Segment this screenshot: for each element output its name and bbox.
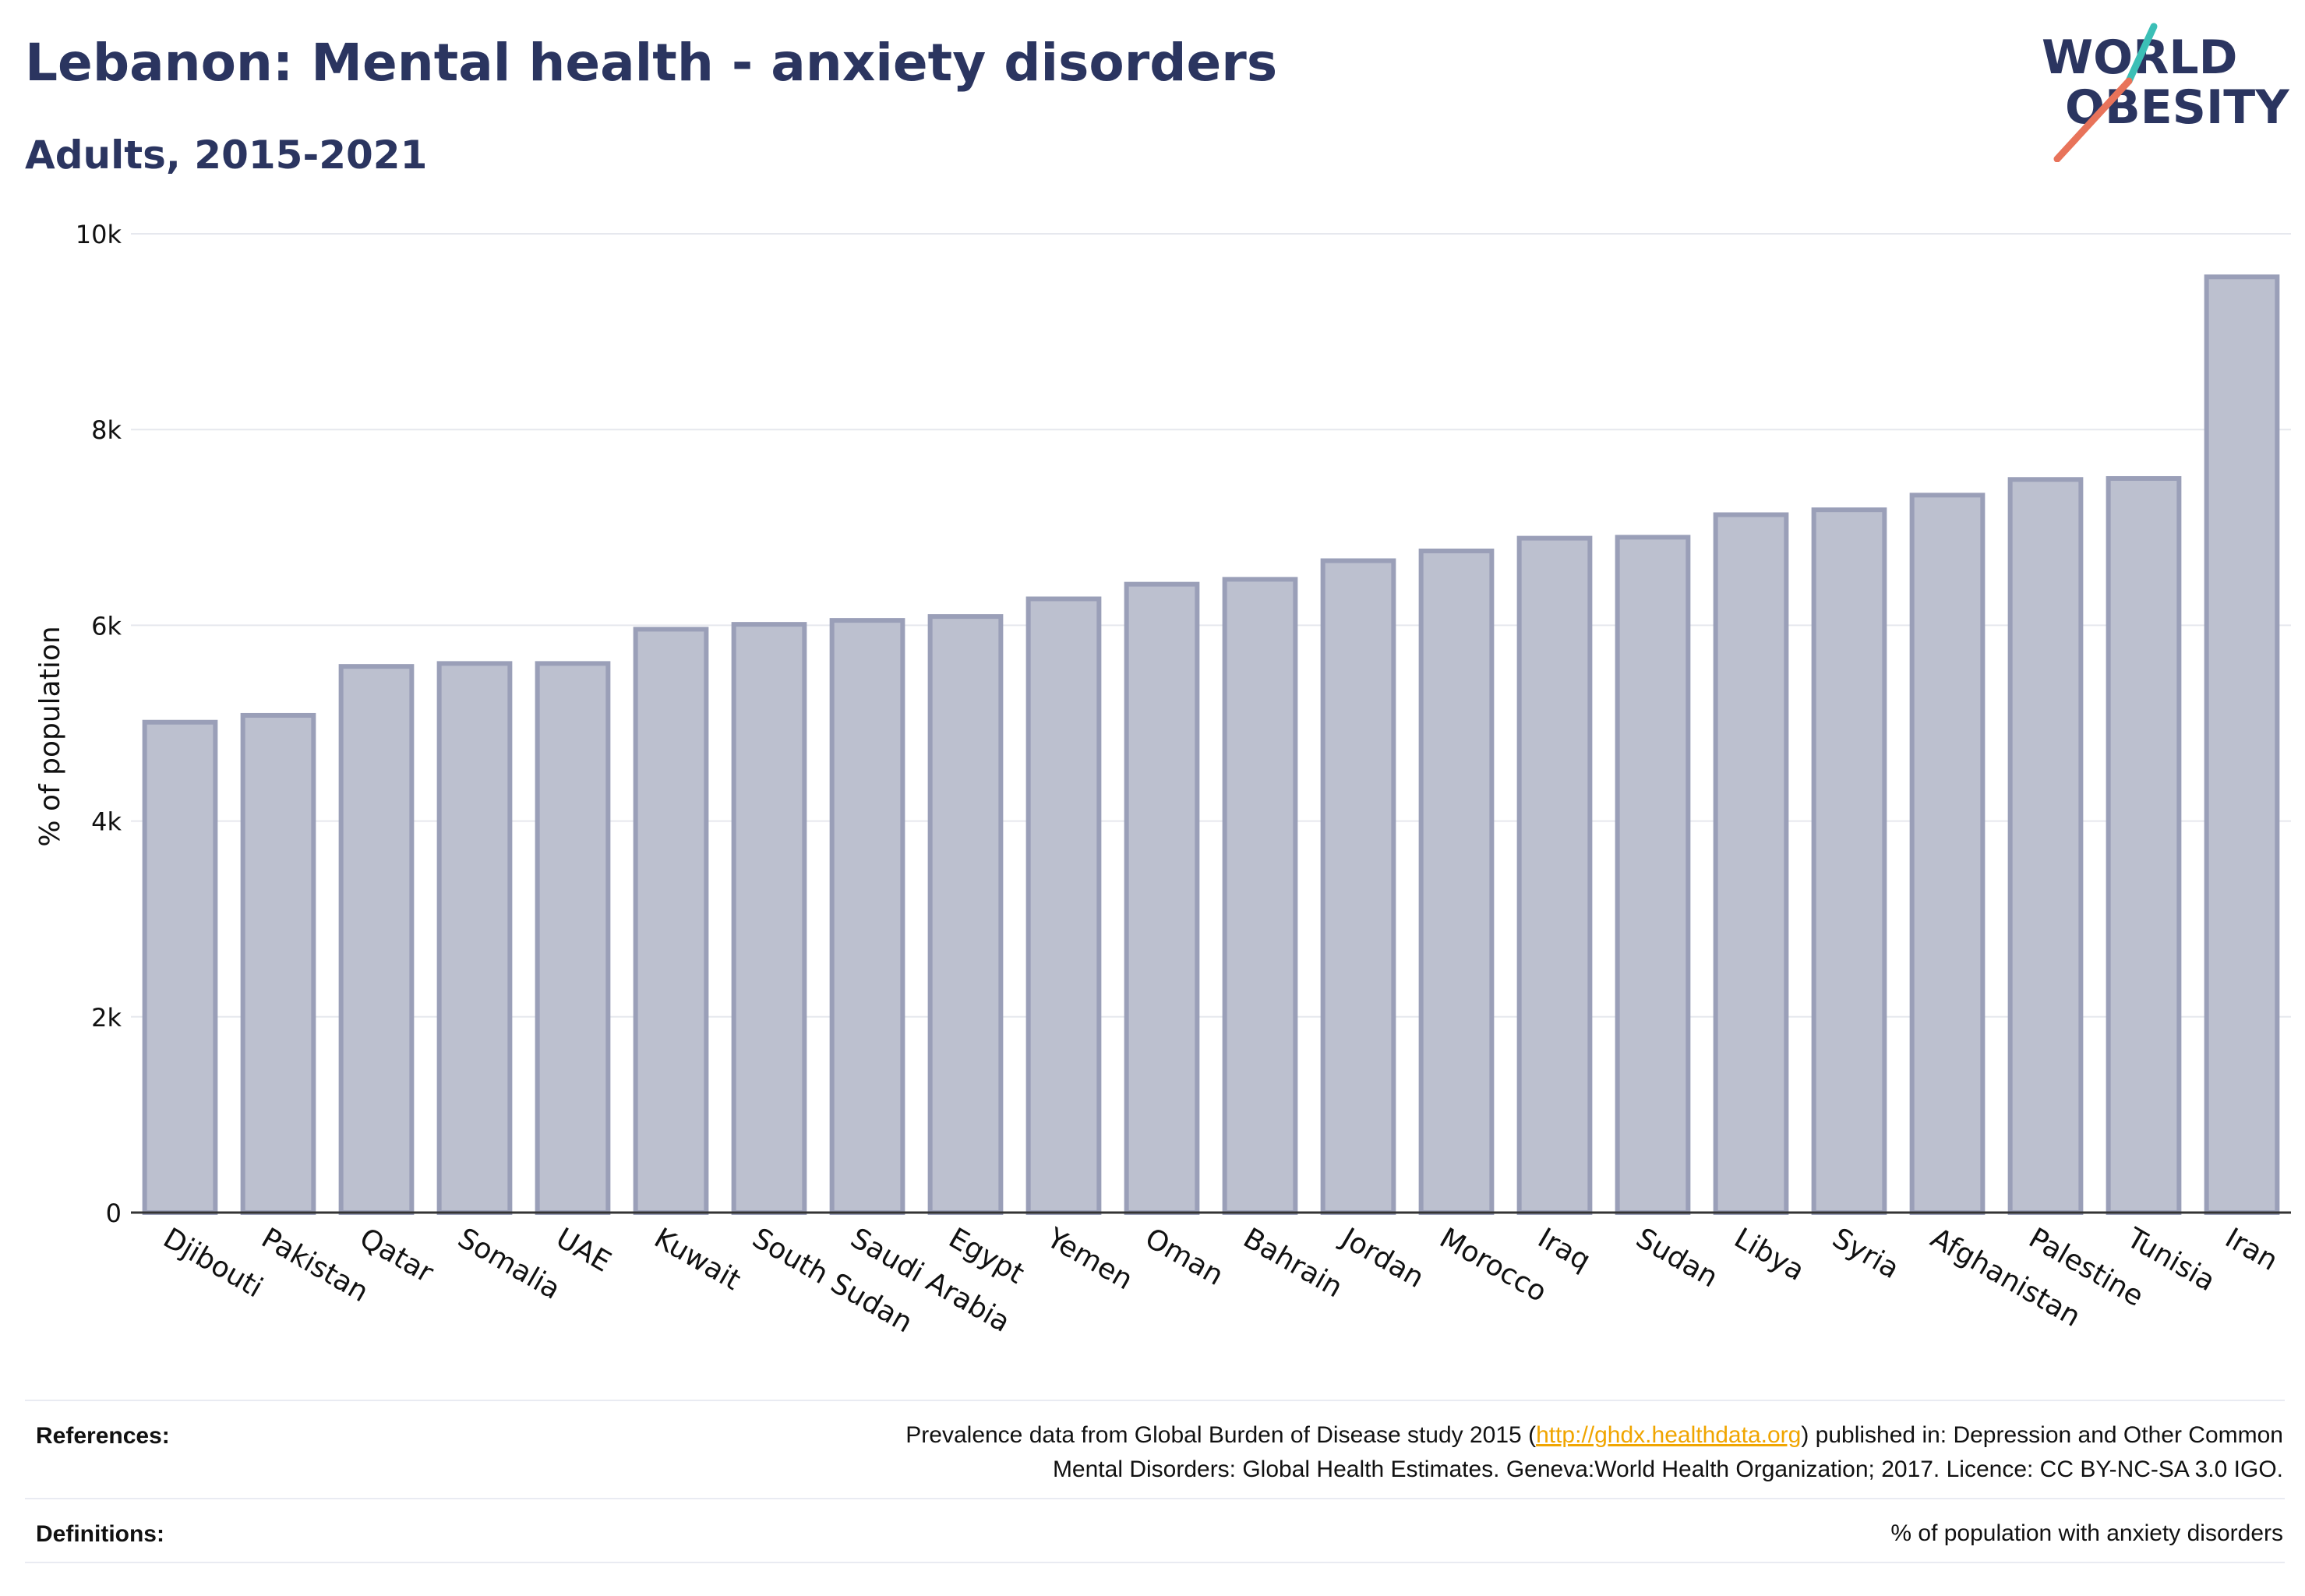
y-tick-label: 10k: [76, 220, 122, 249]
x-tick-label: Djibouti: [158, 1222, 268, 1304]
bar-south-sudan[interactable]: [731, 622, 807, 1215]
bar-djibouti[interactable]: [142, 719, 218, 1215]
x-tick-label: Syria: [1827, 1222, 1904, 1285]
footer-divider-bottom: [25, 1562, 2285, 1563]
bar-sudan[interactable]: [1615, 535, 1691, 1215]
bar-syria[interactable]: [1811, 507, 1887, 1215]
x-tick-label: Iraq: [1533, 1222, 1596, 1277]
x-tick-label: Bahrain: [1238, 1222, 1348, 1304]
world-obesity-logo: WORLD OBESITY: [2042, 23, 2290, 162]
x-tick-label: Sudan: [1631, 1222, 1724, 1294]
x-tick-label: Jordan: [1335, 1221, 1429, 1294]
references-link[interactable]: http://ghdx.healthdata.org: [1536, 1422, 1802, 1448]
bar-palestine[interactable]: [2007, 477, 2084, 1215]
logo-teal-slash-icon: [2125, 23, 2158, 85]
bar-saudi-arabia[interactable]: [829, 618, 905, 1215]
references-line1-pre: Prevalence data from Global Burden of Di…: [905, 1422, 1537, 1448]
y-tick-labels: 0 2k 4k 6k 8k 10k: [76, 220, 122, 1228]
x-tick-label: Kuwait: [649, 1222, 747, 1297]
bar-jordan[interactable]: [1320, 558, 1396, 1215]
y-tick-label: 8k: [91, 415, 122, 445]
bar-yemen[interactable]: [1025, 596, 1102, 1215]
bar-iran[interactable]: [2204, 274, 2280, 1215]
x-tick-label: Oman: [1140, 1222, 1229, 1292]
y-tick-label: 6k: [91, 611, 122, 641]
bar-afghanistan[interactable]: [1909, 493, 1986, 1215]
references-label: References:: [36, 1423, 170, 1449]
x-tick-label: Pakistan: [256, 1222, 374, 1308]
bar-qatar[interactable]: [338, 664, 415, 1215]
y-axis-label: % of population: [34, 626, 66, 846]
references-text: Prevalence data from Global Burden of Di…: [905, 1418, 2283, 1487]
x-tick-label: Yemen: [1041, 1222, 1138, 1297]
footer-divider-middle: [25, 1498, 2285, 1499]
x-tick-label: Iran: [2220, 1222, 2283, 1277]
y-tick-label: 0: [106, 1199, 122, 1228]
x-tick-label: Somalia: [453, 1222, 566, 1306]
bar-uae[interactable]: [535, 661, 611, 1215]
chart-title: Lebanon: Mental health - anxiety disorde…: [25, 33, 1278, 93]
x-tick-label: Libya: [1729, 1222, 1810, 1287]
bar-pakistan[interactable]: [240, 712, 316, 1215]
y-tick-label: 4k: [91, 807, 122, 837]
bar-egypt[interactable]: [927, 614, 1004, 1215]
footer-divider-top: [25, 1400, 2285, 1401]
bars: [142, 274, 2280, 1215]
bar-somalia[interactable]: [436, 661, 513, 1215]
y-tick-label: 2k: [91, 1003, 122, 1033]
x-tick-label: UAE: [551, 1222, 616, 1278]
bar-oman[interactable]: [1124, 581, 1200, 1215]
bar-bahrain[interactable]: [1222, 577, 1298, 1215]
x-tick-label: Morocco: [1435, 1222, 1552, 1308]
bar-kuwait[interactable]: [633, 627, 709, 1215]
bar-morocco[interactable]: [1418, 548, 1495, 1215]
references-line2: Mental Disorders: Global Health Estimate…: [1052, 1457, 2283, 1482]
bar-iraq[interactable]: [1516, 535, 1593, 1215]
definitions-text: % of population with anxiety disorders: [1890, 1520, 2283, 1546]
definitions-label: Definitions:: [36, 1521, 164, 1547]
references-line1-post: ) published in: Depression and Other Com…: [1801, 1422, 2283, 1448]
bar-tunisia[interactable]: [2106, 476, 2182, 1215]
bar-libya[interactable]: [1713, 512, 1789, 1215]
logo-coral-slash-icon: [2053, 77, 2133, 162]
chart-subtitle: Adults, 2015-2021: [25, 132, 428, 178]
